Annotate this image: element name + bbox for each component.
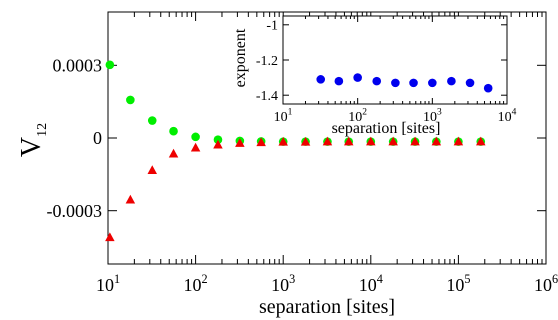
x-tick-label: 105 bbox=[446, 272, 470, 295]
series-0-circle-point bbox=[391, 78, 400, 88]
y-tick-label: -1 bbox=[266, 19, 278, 34]
series-1-triangle-point bbox=[168, 148, 179, 158]
main-chart: 101 102 103 104 105 106 -0.0003 0 0.0003 separat… bbox=[16, 11, 558, 318]
inset-y-axis-label: exponent bbox=[232, 28, 249, 87]
main-tick-labels: 101 102 103 104 105 106 -0.0003 0 0.0003 bbox=[47, 55, 558, 295]
series-1-triangle-point bbox=[105, 232, 115, 242]
series-0-circle-point bbox=[409, 78, 418, 88]
series-0-circle-point bbox=[353, 73, 362, 82]
series-0-circle-point bbox=[213, 135, 223, 144]
series-0-circle-point bbox=[334, 76, 344, 86]
x-tick-label: 101 bbox=[96, 272, 120, 295]
y-tick-label: -1.4 bbox=[256, 89, 278, 104]
inset-data-marks bbox=[316, 73, 493, 93]
inset-x-axis-label: separation [sites] bbox=[332, 120, 441, 137]
series-0-circle-point bbox=[169, 126, 178, 136]
x-tick-label: 103 bbox=[423, 108, 442, 125]
series-1-triangle-point bbox=[213, 139, 223, 149]
x-tick-label: 104 bbox=[498, 108, 517, 125]
series-1-triangle-point bbox=[410, 136, 420, 146]
y-tick-label: -0.0003 bbox=[47, 201, 103, 221]
inset-plot-frame bbox=[282, 15, 508, 105]
series-0-circle-point bbox=[105, 60, 115, 70]
inset-tick-labels: 101 102 103 104 -1.4 -1.2 -1 bbox=[256, 19, 517, 125]
series-1-triangle-point bbox=[476, 136, 486, 146]
series-1-triangle-point bbox=[278, 136, 288, 146]
series-0-circle-point bbox=[372, 76, 382, 86]
series-1-triangle-point bbox=[343, 136, 354, 146]
series-0-circle-point bbox=[191, 132, 200, 142]
series-0-circle-point bbox=[447, 76, 456, 86]
main-y-axis-label: V12 bbox=[16, 123, 50, 157]
x-tick-label: 103 bbox=[271, 272, 295, 295]
main-data-marks bbox=[105, 60, 486, 242]
series-1-triangle-point bbox=[431, 136, 442, 146]
main-y-axis-label-subscript: 12 bbox=[35, 123, 50, 137]
main-y-axis-label-main: V bbox=[16, 137, 47, 157]
main-x-axis-label: separation [sites] bbox=[259, 296, 395, 318]
series-0-circle-point bbox=[465, 78, 475, 88]
series-1-triangle-point bbox=[125, 194, 136, 204]
x-tick-label: 101 bbox=[274, 108, 293, 125]
inset-chart: 101 102 103 104 -1.4 -1.2 -1 separation [sites… bbox=[232, 15, 517, 137]
series-1-triangle-point bbox=[366, 136, 376, 146]
series-1-triangle-point bbox=[147, 165, 158, 174]
y-tick-label: 0.0003 bbox=[53, 55, 103, 75]
series-1-triangle-point bbox=[235, 138, 245, 147]
series-0-circle-point bbox=[428, 78, 437, 88]
series-1-triangle-point bbox=[388, 136, 398, 146]
y-tick-label: -1.2 bbox=[256, 54, 278, 69]
x-tick-label: 102 bbox=[184, 272, 208, 295]
x-tick-label: 106 bbox=[534, 272, 558, 295]
x-tick-label: 102 bbox=[348, 108, 367, 125]
series-1-triangle-point bbox=[190, 142, 201, 152]
series-1-triangle-point bbox=[453, 136, 464, 146]
series-0-circle-point bbox=[483, 83, 493, 93]
series-1-triangle-point bbox=[300, 136, 311, 146]
series-1-triangle-point bbox=[322, 136, 333, 146]
inset-tick-marks bbox=[282, 16, 508, 104]
series-0-circle-point bbox=[316, 75, 326, 84]
series-1-triangle-point bbox=[256, 137, 266, 147]
series-0-circle-point bbox=[126, 95, 135, 105]
x-tick-label: 104 bbox=[359, 272, 383, 295]
y-tick-label: 0 bbox=[93, 128, 102, 148]
series-0-circle-point bbox=[147, 116, 157, 125]
